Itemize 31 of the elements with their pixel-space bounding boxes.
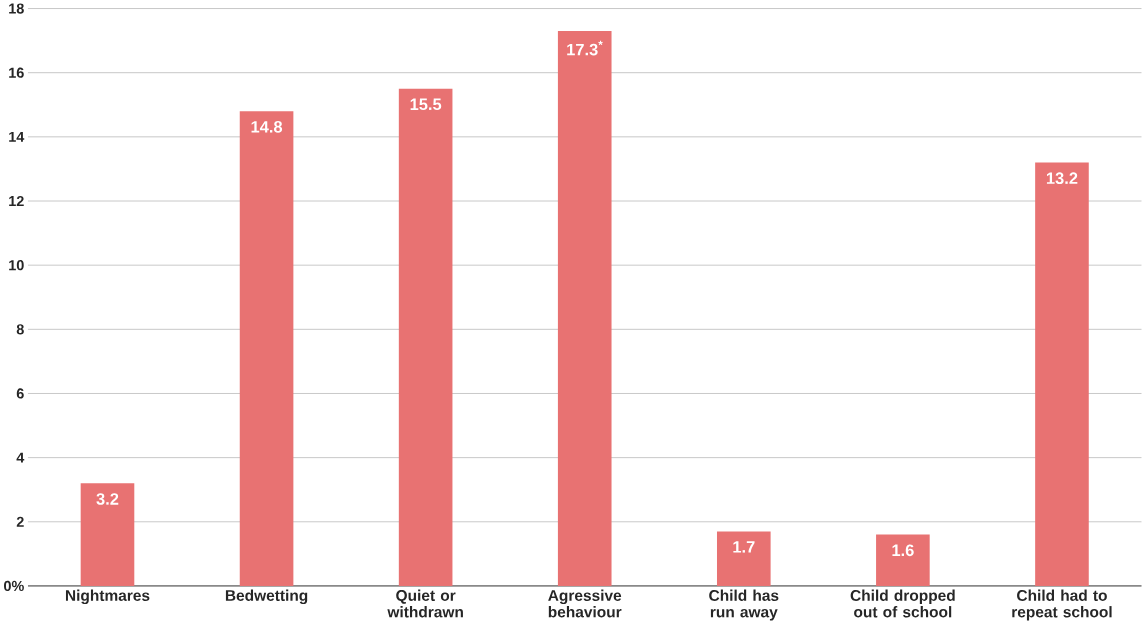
y-tick-label: 8 <box>16 324 24 335</box>
bar <box>80 483 135 586</box>
data-label: 3.2 <box>96 493 119 505</box>
x-tick-label: Child had to repeat school <box>1012 589 1112 621</box>
y-tick-label: 10 <box>9 260 24 271</box>
data-label: 15.5 <box>410 98 442 111</box>
data-label: 1.7 <box>733 541 755 553</box>
y-tick-label: 18 <box>9 3 24 14</box>
x-tick-label: Bedwetting <box>225 589 308 605</box>
y-tick-label: 2 <box>16 516 24 527</box>
y-tick-label: 4 <box>16 452 25 463</box>
bar <box>398 88 453 586</box>
bar <box>557 31 612 586</box>
y-tick-label: 14 <box>9 131 25 142</box>
data-label: 1.6 <box>892 544 914 557</box>
x-tick-label: Child has run away <box>709 589 779 621</box>
bar <box>1035 162 1089 586</box>
data-label: 17.3$^{*}$ <box>567 40 603 56</box>
bar <box>876 534 930 586</box>
y-tick-label: 6 <box>16 388 24 399</box>
data-label: 13.2 <box>1046 172 1078 185</box>
bar <box>716 531 771 586</box>
bar <box>239 111 294 586</box>
data-label: 14.8 <box>251 121 283 133</box>
x-tick-label: Nightmares <box>65 589 150 605</box>
y-tick-label: 12 <box>9 195 24 207</box>
x-tick-label: Child dropped out of school <box>850 589 955 618</box>
y-tick-label: 0% <box>4 580 24 592</box>
x-tick-label: Agressive behaviour <box>548 589 622 618</box>
x-tick-label: Quiet or withdrawn <box>387 589 463 618</box>
y-tick-label: 16 <box>9 67 24 78</box>
